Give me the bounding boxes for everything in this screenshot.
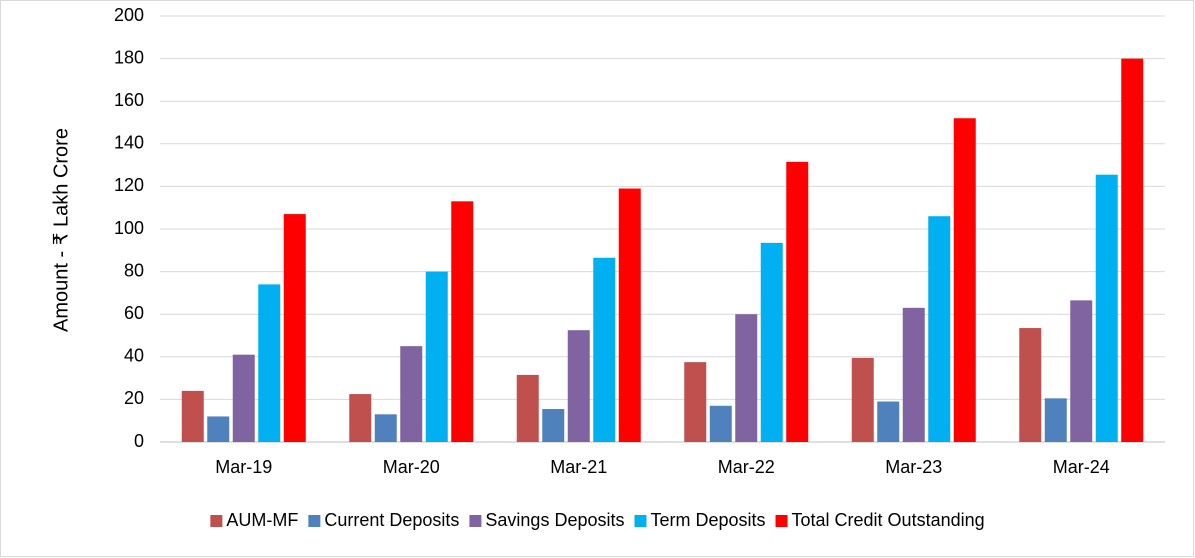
bar [877,401,900,442]
bar [618,188,641,442]
legend-label: AUM-MF [226,510,298,530]
legend-swatch [308,515,321,527]
bar [1019,328,1042,442]
y-tick-label: 40 [124,346,144,366]
bar [567,330,590,442]
bar [953,118,976,443]
bar [207,416,230,442]
bar [735,314,758,442]
bar [451,201,474,442]
y-tick-label: 180 [114,47,144,67]
y-tick-label: 120 [114,175,144,195]
bar [1121,58,1144,442]
x-tick-label: Mar-19 [215,457,272,477]
bar [902,307,925,442]
y-tick-label: 60 [124,303,144,323]
bar [258,284,281,442]
y-tick-label: 140 [114,133,144,153]
x-tick-label: Mar-24 [1053,457,1110,477]
y-axis-label: Amount - ₹ Lakh Crore [50,128,72,332]
y-tick-label: 160 [114,90,144,110]
bar [760,242,783,442]
y-tick-label: 20 [124,388,144,408]
y-tick-label: 80 [124,260,144,280]
bar [516,374,539,442]
bar [181,390,204,442]
bar [349,394,372,442]
legend-swatch [469,515,482,527]
bar [425,271,448,442]
bar [374,414,397,442]
x-tick-label: Mar-20 [383,457,440,477]
bar [851,357,874,442]
legend-swatch [634,515,647,527]
legend-label: Term Deposits [650,510,765,530]
x-tick-label: Mar-23 [885,457,942,477]
bar [593,257,616,442]
bar [786,161,809,442]
bar [283,214,306,442]
legend-swatch [775,515,788,527]
legend-label: Current Deposits [324,510,459,530]
bar [1070,300,1093,442]
bar [1044,398,1067,442]
legend-swatch [210,515,223,527]
bar [684,362,707,442]
legend-label: Total Credit Outstanding [792,510,985,530]
legend-label: Savings Deposits [485,510,624,530]
x-tick-label: Mar-22 [718,457,775,477]
bar [928,216,951,442]
bar [1095,174,1118,442]
bar [709,405,732,442]
y-tick-label: 200 [114,5,144,25]
y-tick-label: 100 [114,218,144,238]
bar [400,346,423,442]
bar [542,408,565,442]
x-tick-label: Mar-21 [550,457,607,477]
bar [232,354,255,442]
y-tick-label: 0 [134,431,144,451]
